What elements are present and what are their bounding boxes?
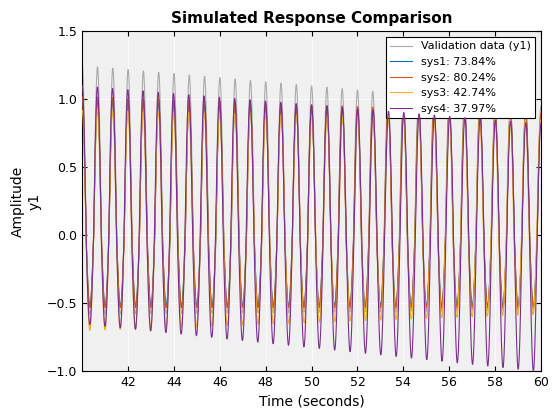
sys1: 73.84%: (47.7, -0.52): 73.84%: (47.7, -0.52) [255,304,262,309]
Validation data (y1) [320,223,326,228]
sys4: 37.97%: (42.3, -0.69): 37.97%: (42.3, -0.69) [132,327,139,332]
sys4: 37.97%: (59.7, -0.994): 37.97%: (59.7, -0.994) [530,368,536,373]
sys4: 37.97%: (60, 0.82): 37.97%: (60, 0.82) [538,121,544,126]
sys4: 37.97%: (50.7, 0.737): 37.97%: (50.7, 0.737) [325,133,332,138]
Validation data (y1) [132,310,139,315]
sys1: 73.84%: (56.3, -0.514): 73.84%: (56.3, -0.514) [453,303,460,308]
Validation data (y1) [538,104,544,109]
sys1: 73.84%: (40, 1): 73.84%: (40, 1) [79,97,86,102]
Line: sys4: 37.97%: sys4: 37.97% [82,86,541,371]
sys1: 73.84%: (58.5, 0.217): 73.84%: (58.5, 0.217) [504,203,511,208]
sys3: 42.74%: (42.3, -0.685): 42.74%: (42.3, -0.685) [132,326,139,331]
sys2: 80.24%: (56.3, -0.526): 80.24%: (56.3, -0.526) [453,304,460,310]
sys4: 37.97%: (54.3, -0.865): 37.97%: (54.3, -0.865) [408,351,414,356]
Line: Validation data (y1): Validation data (y1) [82,66,541,314]
Validation data (y1) [325,123,332,129]
sys2: 80.24%: (50.5, 0.086): 80.24%: (50.5, 0.086) [320,221,326,226]
sys2: 80.24%: (46.3, -0.53): 80.24%: (46.3, -0.53) [224,305,231,310]
sys1: 73.84%: (54.3, -0.514): 73.84%: (54.3, -0.514) [408,303,414,308]
sys2: 80.24%: (40, 1.02): 80.24%: (40, 1.02) [79,94,86,99]
sys1: 73.84%: (60, 0.88): 73.84%: (60, 0.88) [538,113,544,118]
Line: sys1: 73.84%: sys1: 73.84% [82,100,541,306]
Validation data (y1) [79,63,86,68]
Validation data (y1) [86,312,93,317]
sys2: 80.24%: (60, 0.899): 80.24%: (60, 0.899) [538,110,544,116]
sys3: 42.74%: (54.3, -0.602): 42.74%: (54.3, -0.602) [408,315,414,320]
Line: sys2: 80.24%: sys2: 80.24% [82,97,541,307]
Title: Simulated Response Comparison: Simulated Response Comparison [171,11,452,26]
sys4: 37.97%: (56.3, -0.902): 37.97%: (56.3, -0.902) [453,356,460,361]
sys3: 42.74%: (56.3, -0.599): 42.74%: (56.3, -0.599) [453,315,460,320]
Validation data (y1) [408,309,414,314]
sys3: 42.74%: (40, 0.92): 42.74%: (40, 0.92) [79,108,86,113]
sys3: 42.74%: (50.7, 0.718): 42.74%: (50.7, 0.718) [325,135,332,140]
X-axis label: Time (seconds): Time (seconds) [259,395,365,409]
sys4: 37.97%: (58.5, 0.154): 37.97%: (58.5, 0.154) [504,212,511,217]
sys2: 80.24%: (54.3, -0.527): 80.24%: (54.3, -0.527) [408,304,414,310]
sys2: 80.24%: (42.3, -0.524): 80.24%: (42.3, -0.524) [132,304,139,309]
Line: sys3: 42.74%: sys3: 42.74% [82,110,541,331]
Legend: Validation data (y1), sys1: 73.84%, sys2: 80.24%, sys3: 42.74%, sys4: 37.97%: Validation data (y1), sys1: 73.84%, sys2… [385,37,535,118]
sys1: 73.84%: (42.3, -0.516): 73.84%: (42.3, -0.516) [132,303,139,308]
sys4: 37.97%: (50.5, 0.0237): 37.97%: (50.5, 0.0237) [320,230,326,235]
sys3: 42.74%: (58.5, 0.317): 42.74%: (58.5, 0.317) [504,190,511,195]
Validation data (y1) [453,308,460,313]
sys1: 73.84%: (50.5, 0.0499): 73.84%: (50.5, 0.0499) [320,226,326,231]
sys3: 42.74%: (60, 0.841): 42.74%: (60, 0.841) [538,118,544,123]
sys2: 80.24%: (58.5, 0.21): 80.24%: (58.5, 0.21) [504,205,511,210]
sys3: 42.74%: (50.5, -0.0278): 42.74%: (50.5, -0.0278) [320,237,326,242]
sys3: 42.74%: (40.3, -0.698): 42.74%: (40.3, -0.698) [86,328,93,333]
Y-axis label: Amplitude
y1: Amplitude y1 [11,166,41,237]
sys1: 73.84%: (50.7, 0.704): 73.84%: (50.7, 0.704) [325,137,332,142]
sys2: 80.24%: (50.7, 0.693): 80.24%: (50.7, 0.693) [325,139,332,144]
Validation data (y1) [504,196,511,201]
sys4: 37.97%: (40, 1.1): 37.97%: (40, 1.1) [79,83,86,88]
